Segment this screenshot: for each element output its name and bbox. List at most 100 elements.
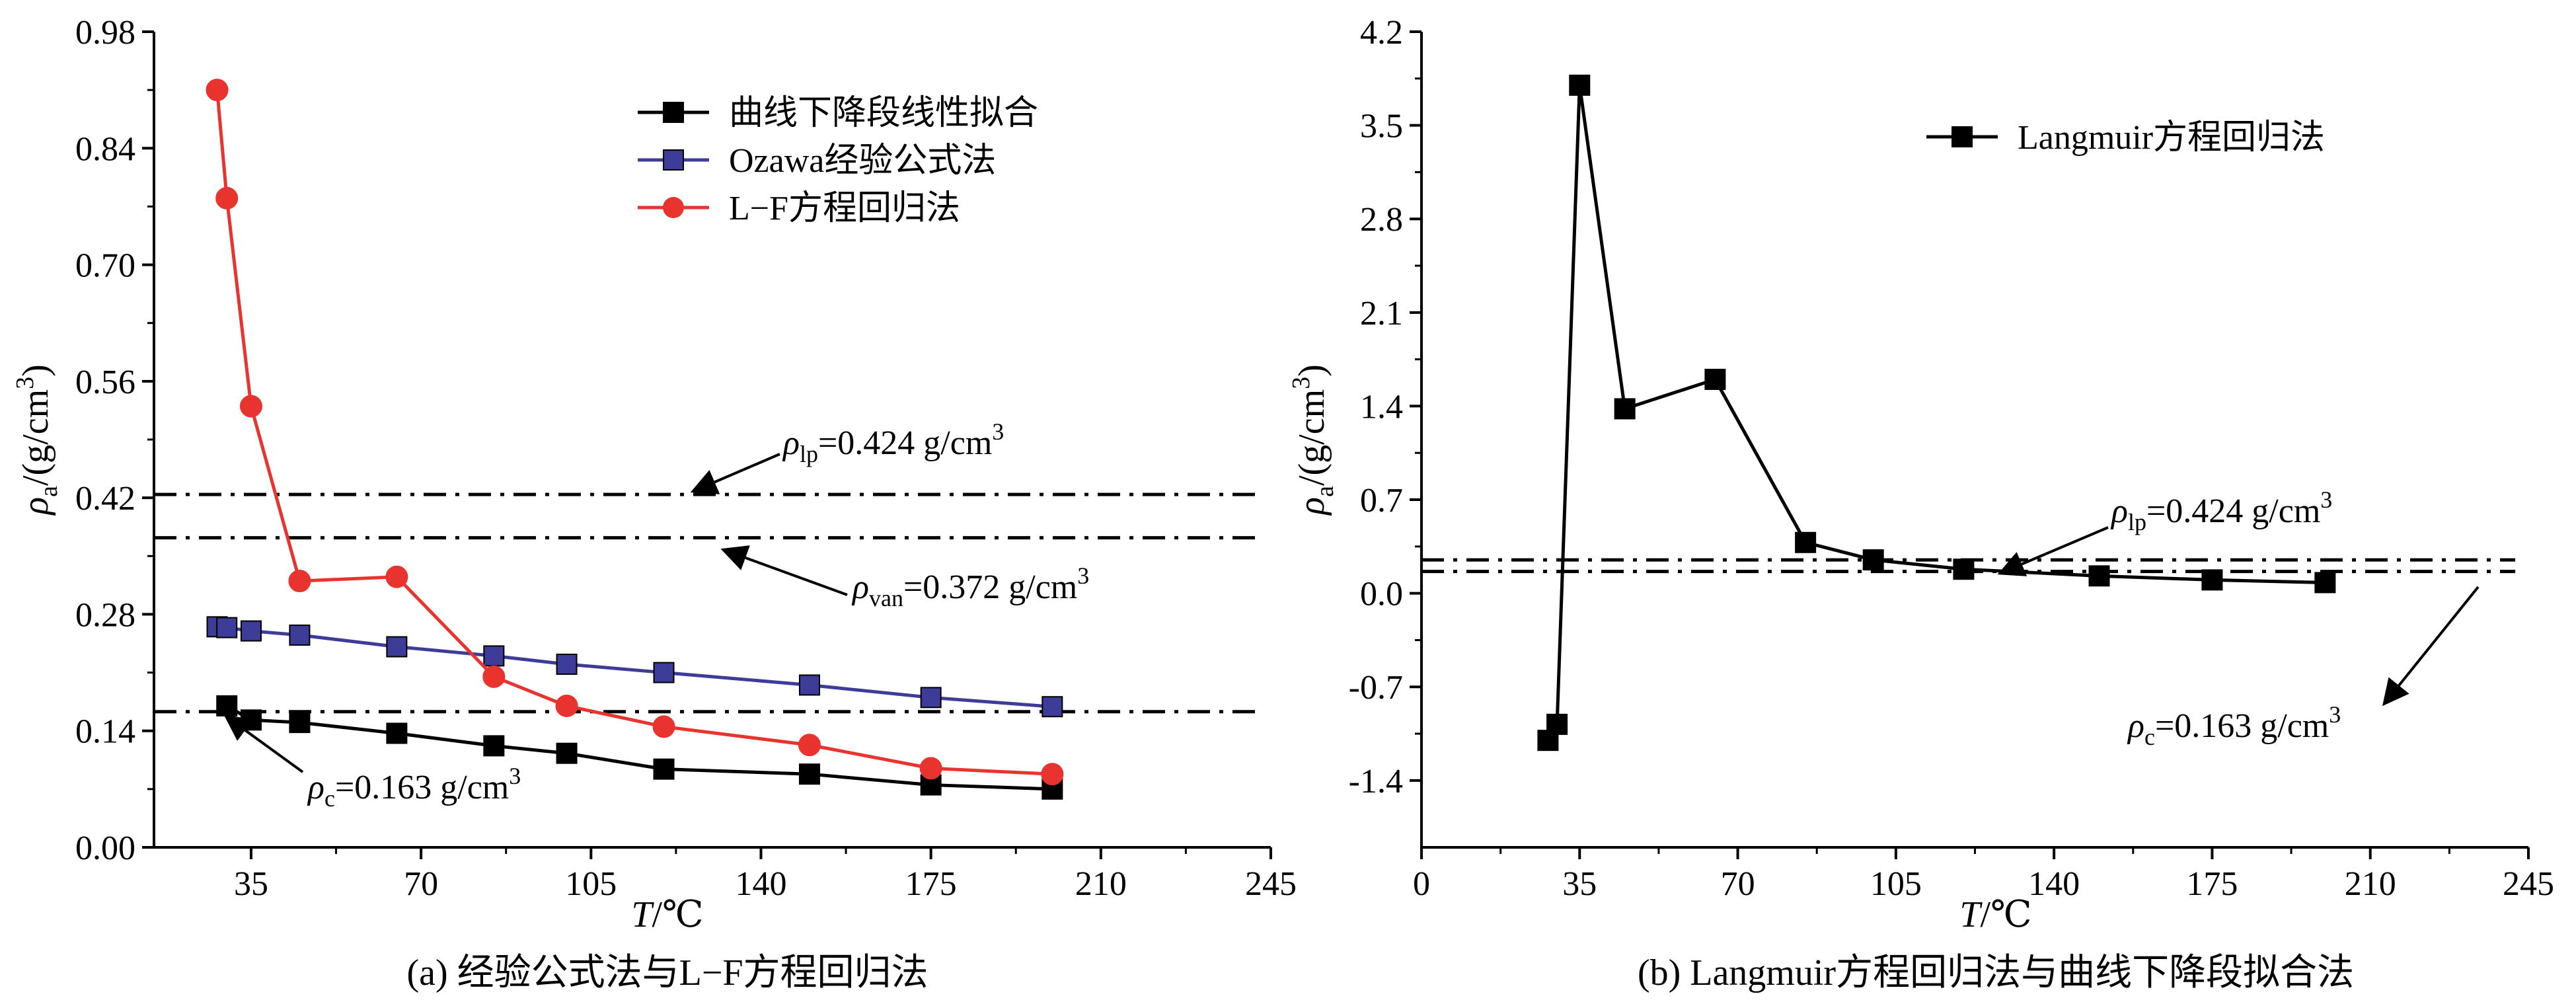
- x-tick-label: 70: [1721, 865, 1755, 903]
- x-tick-label: 35: [1562, 865, 1597, 903]
- x-tick-label: 105: [1870, 865, 1922, 903]
- data-point: [288, 570, 311, 593]
- x-tick-label: 175: [905, 865, 957, 903]
- reference-arrow: [2382, 586, 2480, 707]
- reference-label: ρvan=0.372 g/cm3: [851, 562, 1089, 611]
- data-point: [483, 735, 505, 757]
- reference-label: ρc=0.163 g/cm3: [2127, 701, 2341, 750]
- data-point: [556, 653, 578, 675]
- reference-arrow: [223, 714, 304, 773]
- legend-marker: [663, 149, 684, 171]
- data-point: [1862, 549, 1884, 571]
- y-tick-label: -1.4: [1349, 763, 1403, 800]
- y-tick-label: -0.7: [1349, 669, 1403, 707]
- data-point: [239, 395, 262, 418]
- legend-label: 曲线下降段线性拟合: [729, 95, 1038, 132]
- y-axis-title: ρa/(g/cm3): [11, 364, 63, 516]
- y-tick-label: 0.84: [75, 130, 135, 168]
- x-tick-label: 35: [234, 865, 268, 903]
- x-tick-label: 245: [2503, 865, 2554, 903]
- data-point: [2088, 565, 2110, 587]
- data-point: [216, 695, 238, 716]
- x-tick-label: 175: [2186, 865, 2238, 903]
- data-point: [240, 709, 262, 731]
- legend-marker: [1951, 126, 1973, 147]
- x-tick-label: 70: [404, 865, 438, 903]
- reference-arrow: [720, 545, 848, 596]
- y-tick-label: 0.0: [1360, 576, 1403, 613]
- data-point: [215, 186, 239, 210]
- y-tick-label: 0.14: [75, 713, 135, 751]
- data-point: [1042, 696, 1063, 718]
- legend-label: Langmuir方程回归法: [2018, 119, 2325, 157]
- data-point: [919, 757, 942, 780]
- data-point: [1546, 713, 1568, 735]
- data-point: [1953, 559, 1975, 580]
- reference-label: ρc=0.163 g/cm3: [307, 763, 521, 812]
- figure-caption: (a) 经验公式法与L−F方程回归法: [406, 952, 928, 993]
- x-tick-label: 105: [565, 865, 617, 903]
- y-tick-label: 4.2: [1360, 14, 1403, 52]
- data-point: [556, 742, 578, 764]
- data-point: [798, 674, 820, 696]
- data-point: [1041, 763, 1064, 786]
- data-point: [289, 624, 311, 646]
- x-tick-label: 210: [1075, 865, 1127, 903]
- x-tick-label: 0: [1413, 865, 1430, 903]
- data-point: [482, 665, 506, 688]
- legend-marker: [663, 197, 684, 218]
- data-point: [653, 662, 675, 683]
- data-point: [216, 617, 238, 638]
- data-point: [386, 722, 408, 744]
- data-point: [483, 645, 505, 667]
- y-tick-label: 0.70: [75, 247, 135, 285]
- y-tick-label: 0.7: [1360, 482, 1403, 520]
- y-tick-label: 0.98: [75, 14, 135, 52]
- chart-panel-b: -1.4 -0.7 0.0 0.7 1.4 2.1 2.8 3.5 4.2 0 35 70 105 140…: [1287, 14, 2554, 993]
- y-tick-label: 0.56: [75, 364, 135, 401]
- x-tick-label: 140: [2028, 865, 2080, 903]
- data-point: [798, 763, 820, 785]
- data-point: [2201, 569, 2223, 591]
- chart-panel-a: 0.00 0.14 0.28 0.42 0.56 0.70 0.84 0.98 35 70 105 1…: [11, 14, 1297, 993]
- data-point: [798, 734, 821, 757]
- reference-arrow: [1997, 526, 2109, 576]
- data-point: [1704, 368, 1726, 390]
- legend-label: L−F方程回归法: [729, 190, 960, 227]
- y-tick-label: 1.4: [1360, 388, 1403, 426]
- y-tick-label: 0.00: [75, 829, 135, 867]
- data-point: [385, 565, 408, 588]
- data-point: [652, 715, 675, 738]
- legend-label: Ozawa经验公式法: [729, 142, 996, 180]
- y-tick-label: 3.5: [1360, 108, 1403, 145]
- y-tick-label: 0.42: [75, 480, 135, 518]
- data-point: [240, 620, 262, 642]
- y-tick-label: 2.1: [1360, 295, 1403, 332]
- data-point: [555, 694, 578, 717]
- series-line: [225, 704, 1053, 791]
- data-point: [2314, 572, 2336, 594]
- data-point: [653, 758, 675, 780]
- data-point: [1614, 398, 1636, 420]
- y-tick-label: 2.8: [1360, 201, 1403, 239]
- y-axis-title: ρa/(g/cm3): [1287, 364, 1339, 516]
- data-point: [1795, 531, 1817, 553]
- reference-arrow: [690, 453, 780, 494]
- legend-marker: [663, 102, 684, 123]
- x-tick-label: 210: [2345, 865, 2396, 903]
- x-tick-label: 245: [1245, 865, 1297, 903]
- data-point: [289, 712, 311, 734]
- data-point: [386, 636, 408, 658]
- figure-caption: (b) Langmuir方程回归法与曲线下降段拟合法: [1638, 952, 2354, 993]
- series-line: [1546, 85, 2326, 742]
- x-axis-title: T/℃: [1959, 894, 2031, 935]
- y-tick-label: 0.28: [75, 596, 135, 634]
- x-axis-title: T/℃: [631, 894, 703, 935]
- data-point: [1569, 74, 1591, 96]
- data-point: [206, 79, 229, 102]
- data-point: [920, 687, 942, 709]
- reference-label: ρlp=0.424 g/cm3: [2110, 486, 2332, 535]
- reference-label: ρlp=0.424 g/cm3: [782, 418, 1004, 467]
